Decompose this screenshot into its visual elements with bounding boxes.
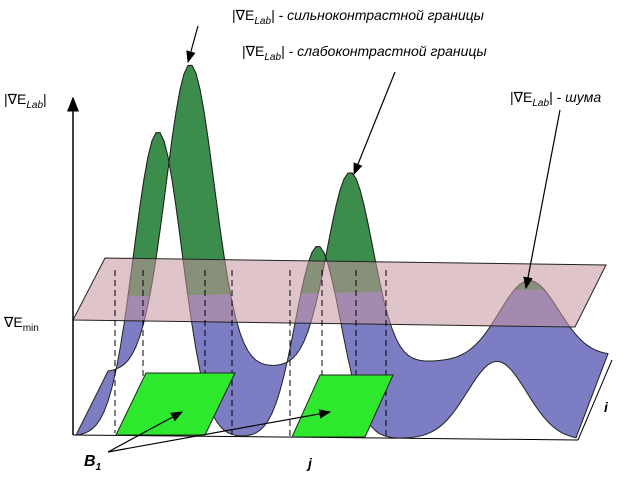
label: |∇ELab| - шума: [510, 89, 601, 109]
threshold-label: ∇Emin: [3, 314, 39, 334]
arrows: [107, 25, 561, 453]
axis-i: i: [604, 399, 609, 415]
floor-edge: [577, 359, 613, 441]
threshold-plane: [72, 257, 607, 328]
axis-j: j: [306, 455, 313, 471]
region-label: B1: [84, 453, 102, 473]
gradient-surface-top: [75, 64, 609, 298]
label: |∇ELab| - сильноконтрастной границы: [232, 7, 485, 27]
label: |∇ELab| - слабоконтрастной границы: [242, 43, 487, 63]
region: [291, 374, 394, 438]
region: [115, 372, 236, 436]
axis-label: |∇ELab|: [4, 91, 47, 111]
